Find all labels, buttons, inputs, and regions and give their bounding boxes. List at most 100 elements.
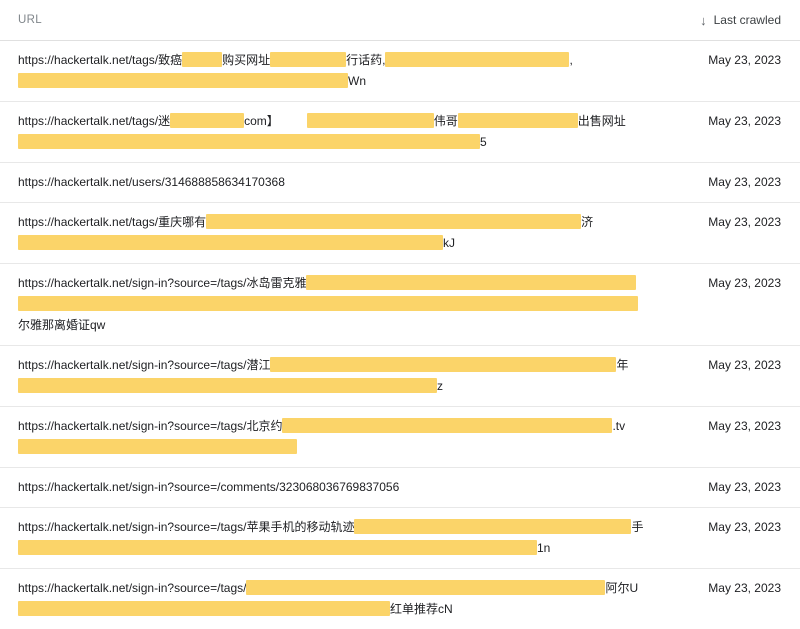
- url-text: .tv: [612, 419, 626, 433]
- redacted-highlight: [182, 52, 223, 67]
- last-crawled-date: May 23, 2023: [708, 419, 781, 433]
- url-text: ,: [569, 53, 573, 67]
- redacted-highlight: [282, 418, 613, 433]
- url-line: https://hackertalk.net/tags/重庆哪有 济: [18, 212, 690, 233]
- table-row[interactable]: https://hackertalk.net/sign-in?source=/t…: [0, 569, 800, 629]
- table-row[interactable]: https://hackertalk.net/tags/致癌 购买网址 行话药,, W…: [0, 41, 800, 102]
- last-crawled-date: May 23, 2023: [708, 581, 781, 595]
- url-line: 尔雅那离婚证qw: [18, 315, 690, 336]
- url-line: https://hackertalk.net/sign-in?source=/t…: [18, 517, 690, 538]
- url-line: [18, 437, 690, 458]
- last-crawled-date: May 23, 2023: [708, 175, 781, 189]
- url-text: https://hackertalk.net/sign-in?source=/t…: [18, 358, 271, 372]
- last-crawled-date: May 23, 2023: [708, 480, 781, 494]
- url-cell: https://hackertalk.net/sign-in?source=/t…: [0, 273, 690, 336]
- redacted-highlight: [457, 113, 578, 128]
- url-column-header: URL: [18, 14, 42, 26]
- last-crawled-date: May 23, 2023: [708, 276, 781, 290]
- last-crawled-date: May 23, 2023: [708, 520, 781, 534]
- url-cell: https://hackertalk.net/sign-in?source=/c…: [0, 477, 690, 498]
- url-text: https://hackertalk.net/sign-in?source=/t…: [18, 520, 355, 534]
- url-text: 伟哥: [433, 114, 458, 128]
- last-crawled-date: May 23, 2023: [708, 215, 781, 229]
- url-line: https://hackertalk.net/sign-in?source=/t…: [18, 355, 690, 376]
- redacted-highlight: [206, 214, 582, 229]
- redacted-highlight: [18, 378, 437, 393]
- redacted-highlight: [18, 601, 390, 616]
- redacted-highlight: [18, 73, 348, 88]
- url-text: https://hackertalk.net/users/31468885863…: [18, 175, 285, 189]
- url-cell: https://hackertalk.net/users/31468885863…: [0, 172, 690, 193]
- redacted-highlight: [306, 275, 637, 290]
- sort-arrow-down-icon: ↓: [700, 12, 707, 28]
- url-text: 红单推荐cN: [390, 602, 453, 616]
- last-crawled-column-header: Last crawled: [713, 13, 781, 27]
- url-text: z: [437, 379, 443, 393]
- url-text: com】: [244, 114, 279, 128]
- url-text: https://hackertalk.net/tags/致癌: [18, 53, 183, 67]
- url-line: https://hackertalk.net/sign-in?source=/t…: [18, 578, 690, 599]
- url-cell: https://hackertalk.net/sign-in?source=/t…: [0, 517, 690, 559]
- url-line: https://hackertalk.net/tags/迷 com】 伟哥 出售网址: [18, 111, 690, 132]
- url-cell: https://hackertalk.net/sign-in?source=/t…: [0, 355, 690, 397]
- last-crawled-sort-button[interactable]: ↓ Last crawled: [700, 13, 781, 27]
- redacted-highlight: [170, 113, 245, 128]
- url-cell: https://hackertalk.net/sign-in?source=/t…: [0, 578, 690, 620]
- url-line: [18, 294, 690, 315]
- redacted-highlight: [18, 540, 537, 555]
- url-line: https://hackertalk.net/sign-in?source=/c…: [18, 477, 690, 498]
- url-cell: https://hackertalk.net/tags/致癌 购买网址 行话药,, W…: [0, 50, 690, 92]
- table-header: URL ↓ Last crawled: [0, 0, 800, 41]
- redacted-highlight: [270, 357, 617, 372]
- url-line: 1n: [18, 538, 690, 559]
- redacted-highlight: [306, 113, 434, 128]
- url-text: https://hackertalk.net/tags/迷: [18, 114, 171, 128]
- url-line: https://hackertalk.net/users/31468885863…: [18, 172, 690, 193]
- url-text: 济: [581, 215, 594, 229]
- table-row[interactable]: https://hackertalk.net/sign-in?source=/t…: [0, 346, 800, 407]
- redacted-highlight: [354, 519, 632, 534]
- url-line: https://hackertalk.net/sign-in?source=/t…: [18, 273, 690, 294]
- redacted-highlight: [385, 52, 570, 67]
- redacted-highlight: [18, 439, 297, 454]
- table-row[interactable]: https://hackertalk.net/users/31468885863…: [0, 163, 800, 203]
- url-line: 5: [18, 132, 690, 153]
- url-text: https://hackertalk.net/tags/重庆哪有: [18, 215, 207, 229]
- url-cell: https://hackertalk.net/sign-in?source=/t…: [0, 416, 690, 458]
- url-text: Wn: [348, 74, 366, 88]
- url-text: 阿尔U: [605, 581, 639, 595]
- table-row[interactable]: https://hackertalk.net/sign-in?source=/c…: [0, 468, 800, 508]
- table-row[interactable]: https://hackertalk.net/sign-in?source=/t…: [0, 508, 800, 569]
- url-text: 行话药,: [346, 53, 386, 67]
- url-text: 出售网址: [577, 114, 626, 128]
- url-text: https://hackertalk.net/sign-in?source=/c…: [18, 480, 400, 494]
- url-text: 1n: [537, 541, 551, 555]
- url-text: https://hackertalk.net/sign-in?source=/t…: [18, 276, 307, 290]
- last-crawled-date: May 23, 2023: [708, 114, 781, 128]
- redacted-highlight: [18, 235, 443, 250]
- last-crawled-date: May 23, 2023: [708, 358, 781, 372]
- url-line: kJ: [18, 233, 690, 254]
- url-text: https://hackertalk.net/sign-in?source=/t…: [18, 419, 283, 433]
- url-line: z: [18, 376, 690, 397]
- last-crawled-date: May 23, 2023: [708, 53, 781, 67]
- url-text: https://hackertalk.net/sign-in?source=/t…: [18, 581, 247, 595]
- table-row[interactable]: https://hackertalk.net/tags/迷 com】 伟哥 出售网址 5…: [0, 102, 800, 163]
- url-text: 手: [631, 520, 644, 534]
- url-text: 购买网址: [222, 53, 271, 67]
- url-table-body: https://hackertalk.net/tags/致癌 购买网址 行话药,, W…: [0, 41, 800, 629]
- url-cell: https://hackertalk.net/tags/重庆哪有 济 kJ: [0, 212, 690, 254]
- url-cell: https://hackertalk.net/tags/迷 com】 伟哥 出售网址 5: [0, 111, 690, 153]
- url-text: 尔雅那离婚证qw: [18, 318, 106, 332]
- redacted-highlight: [246, 580, 606, 595]
- url-line: Wn: [18, 71, 690, 92]
- url-text: 年: [616, 358, 629, 372]
- table-row[interactable]: https://hackertalk.net/sign-in?source=/t…: [0, 264, 800, 346]
- redacted-highlight: [270, 52, 347, 67]
- url-line: https://hackertalk.net/sign-in?source=/t…: [18, 416, 690, 437]
- table-row[interactable]: https://hackertalk.net/sign-in?source=/t…: [0, 407, 800, 468]
- url-text: 5: [480, 135, 487, 149]
- redacted-highlight: [18, 134, 480, 149]
- url-line: https://hackertalk.net/tags/致癌 购买网址 行话药,,: [18, 50, 690, 71]
- table-row[interactable]: https://hackertalk.net/tags/重庆哪有 济 kJ May 2…: [0, 203, 800, 264]
